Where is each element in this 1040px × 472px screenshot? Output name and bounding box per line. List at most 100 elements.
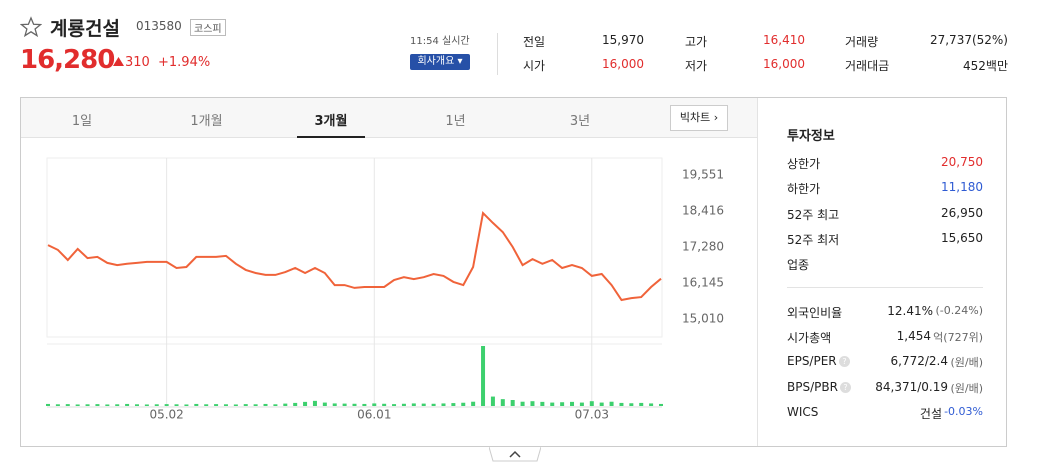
volume-bar: [500, 399, 505, 406]
quote-label: 거래대금: [845, 59, 890, 73]
company-button-label: 회사개요: [417, 56, 455, 67]
company-button[interactable]: 회사개요 ▾: [410, 54, 470, 70]
tab[interactable]: 3개월: [314, 114, 348, 129]
help-icon[interactable]: ?: [839, 356, 850, 368]
volume-bar: [392, 404, 397, 406]
quote-value: 16,410: [763, 33, 805, 47]
quote-value: 16,000: [763, 57, 805, 71]
volume-bar: [204, 404, 209, 406]
info-value: 1,454: [896, 329, 931, 344]
info-note: (원/배): [950, 356, 983, 370]
volume-bar: [233, 404, 238, 406]
volume-bar: [115, 404, 120, 406]
info-separator: [787, 287, 983, 288]
stock-code: 013580: [136, 19, 182, 33]
tab-bar: [21, 98, 757, 138]
volume-bar: [372, 403, 377, 406]
quote-label: 고가: [685, 35, 708, 49]
volume-bar: [243, 404, 248, 406]
info-label: 52주 최저: [787, 232, 840, 247]
info-label: 업종: [787, 258, 810, 273]
big-chart-label: 빅차트: [679, 111, 711, 124]
volume-bar: [560, 402, 565, 406]
active-tab-underline: [297, 136, 365, 138]
price-change: 310: [125, 55, 150, 70]
volume-bar: [293, 402, 298, 406]
big-chart-button[interactable]: 빅차트 ›: [670, 105, 728, 131]
current-price: 16,280: [20, 45, 115, 75]
info-label: 하한가: [787, 182, 821, 197]
info-value: 26,950: [941, 205, 983, 220]
tab[interactable]: 1개월: [190, 114, 223, 129]
volume-bar: [550, 402, 555, 406]
volume-bar: [154, 404, 159, 406]
volume-bar: [312, 400, 317, 406]
volume-bar: [352, 403, 357, 406]
volume-bar: [342, 403, 347, 406]
y-tick-label: 15,010: [682, 312, 724, 326]
divider: [497, 33, 498, 75]
volume-bar: [75, 404, 80, 406]
volume-bar: [223, 404, 228, 406]
volume-bar: [639, 402, 644, 406]
info-value: 15,650: [941, 230, 983, 245]
info-note: 억(727위): [933, 331, 983, 345]
market-badge: 코스피: [190, 19, 226, 36]
volume-bar: [164, 404, 169, 406]
price-line: [47, 211, 662, 302]
volume-bar: [520, 401, 525, 406]
volume-bar: [540, 401, 545, 406]
info-label: BPS/PBR: [787, 379, 838, 394]
info-label: 시가총액: [787, 331, 832, 346]
favorite-star[interactable]: [20, 16, 42, 38]
quote-value: 15,970: [602, 33, 644, 47]
info-note: -0.03%: [944, 404, 983, 418]
tab[interactable]: 1일: [71, 114, 93, 129]
volume-bar: [303, 401, 308, 406]
volume-bar: [401, 403, 406, 406]
help-icon[interactable]: ?: [840, 381, 851, 393]
volume-bar: [609, 401, 614, 406]
volume-bar: [599, 402, 604, 406]
collapse-toggle[interactable]: [489, 447, 541, 463]
volume-bar: [283, 403, 288, 406]
volume-bar: [55, 404, 60, 406]
volume-bar: [194, 403, 199, 406]
chart: 19,551 18,416 17,280 16,145 15,010 05.02 06.01…: [46, 157, 724, 422]
quote-label: 전일: [523, 35, 546, 49]
volume-bar: [411, 403, 416, 406]
info-value: 6,772/2.4: [890, 354, 948, 369]
info-label: WICS: [787, 404, 819, 419]
volume-bar: [46, 403, 50, 406]
volume-bar: [451, 403, 456, 406]
quote-value: 452백만: [963, 59, 1008, 73]
volume-bar: [184, 404, 189, 406]
volume-bar: [85, 404, 90, 406]
x-tick-label: 05.02: [149, 408, 183, 422]
tab[interactable]: 1년: [445, 114, 466, 129]
volume-bar: [105, 404, 110, 406]
volume-bar: [510, 400, 515, 406]
volume-bar: [461, 402, 466, 406]
tab[interactable]: 3년: [569, 114, 591, 129]
quote-label: 저가: [685, 59, 708, 73]
info-value: 20,750: [941, 155, 983, 169]
volume-bar: [125, 403, 130, 406]
volume-bar: [322, 402, 327, 406]
volume-bar: [530, 401, 535, 406]
y-tick-label: 17,280: [682, 240, 724, 254]
volume-bar: [253, 404, 258, 406]
quote-label: 거래량: [845, 35, 879, 49]
info-note: (-0.24%): [935, 304, 984, 317]
volume-bar: [441, 403, 446, 406]
volume-bar: [619, 402, 624, 406]
volume-bar: [589, 401, 594, 406]
volume-bar: [431, 403, 436, 406]
volume-bar: [214, 404, 219, 406]
volume-bar: [144, 404, 149, 406]
realtime-label: 11:54 실시간: [410, 36, 470, 47]
quote-value: 27,737(52%): [929, 33, 1008, 47]
y-tick-label: 16,145: [682, 276, 724, 290]
up-arrow: [113, 57, 124, 66]
